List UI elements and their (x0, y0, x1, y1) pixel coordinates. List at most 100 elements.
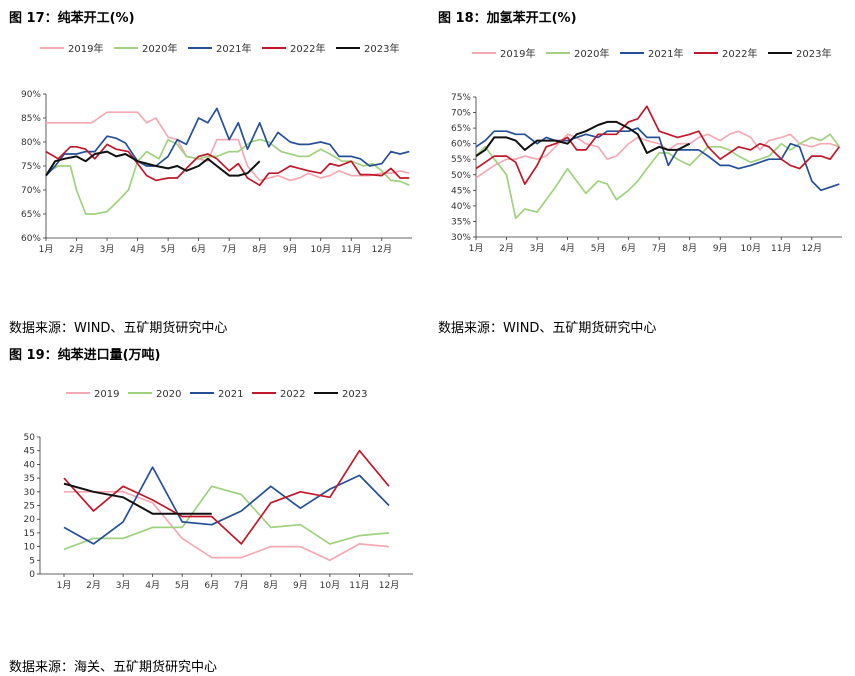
x-tick-label: 10月 (741, 243, 761, 254)
chart-source-3: 数据来源：海关、五矿期货研究中心 (9, 660, 218, 675)
y-tick-label: 75% (21, 162, 41, 172)
legend-label-2020: 2020年 (142, 42, 177, 55)
chart-title-1: 图 17：纯苯开工(%) (9, 11, 135, 26)
chart-source-1: 数据来源：WIND、五矿期货研究中心 (9, 321, 228, 336)
y-tick-label: 90% (21, 90, 41, 100)
y-tick-label: 5 (29, 556, 35, 566)
x-tick-label: 7月 (234, 580, 249, 591)
series-line-2019 (64, 490, 390, 562)
series-line-2023 (45, 150, 261, 177)
series-line-2023 (63, 482, 212, 515)
x-tick-label: 1月 (57, 580, 72, 591)
chart-title-2: 图 18：加氢苯开工(%) (438, 11, 577, 26)
x-tick-label: 5月 (161, 244, 176, 255)
x-tick-label: 11月 (349, 580, 369, 591)
series-line-2020 (63, 485, 390, 551)
x-tick-label: 1月 (469, 243, 484, 254)
y-tick-label: 30% (451, 233, 471, 243)
series-line-2021 (63, 466, 390, 545)
x-tick-label: 7月 (222, 244, 237, 255)
y-tick-label: 60% (21, 234, 41, 244)
x-tick-label: 12月 (379, 580, 399, 591)
legend-label-2022: 2022 (280, 389, 305, 400)
x-tick-label: 2月 (69, 244, 84, 255)
y-tick-label: 85% (21, 114, 41, 124)
legend-label-2020: 2020年 (574, 47, 609, 60)
x-tick-label: 3月 (100, 244, 115, 255)
x-tick-label: 11月 (771, 243, 791, 254)
y-tick-label: 40 (24, 460, 36, 470)
y-tick-label: 70% (21, 186, 41, 196)
x-tick-label: 8月 (263, 580, 278, 591)
legend-label-2019: 2019 (94, 389, 119, 400)
y-tick-label: 60% (451, 140, 471, 150)
x-tick-label: 4月 (130, 244, 145, 255)
series-line-2020 (475, 133, 840, 220)
y-tick-label: 30 (24, 488, 36, 498)
series-line-2021 (45, 107, 410, 177)
x-tick-label: 11月 (341, 244, 361, 255)
x-tick-label: 4月 (560, 243, 575, 254)
series-line-2019 (475, 130, 840, 179)
y-tick-label: 75% (451, 93, 471, 103)
x-tick-label: 12月 (802, 243, 822, 254)
x-tick-label: 2月 (86, 580, 101, 591)
x-tick-label: 9月 (283, 244, 298, 255)
x-tick-label: 6月 (621, 243, 636, 254)
legend-label-2023: 2023 (342, 389, 367, 400)
legend-label-2023: 2023年 (796, 47, 831, 60)
y-tick-label: 45 (24, 447, 35, 457)
chart-source-2: 数据来源：WIND、五矿期货研究中心 (438, 321, 657, 336)
y-tick-label: 20 (24, 515, 36, 525)
legend-label-2021: 2021 (218, 389, 243, 400)
x-tick-label: 3月 (116, 580, 131, 591)
y-tick-label: 35 (24, 474, 35, 484)
legend-label-2020: 2020 (156, 389, 181, 400)
x-tick-label: 7月 (652, 243, 667, 254)
legend-label-2019: 2019年 (500, 47, 535, 60)
legend-label-2021: 2021年 (216, 42, 251, 55)
y-tick-label: 50 (24, 433, 36, 443)
y-tick-label: 65% (451, 124, 471, 134)
legend-label-2021: 2021年 (648, 47, 683, 60)
x-tick-label: 1月 (39, 244, 54, 255)
x-tick-label: 9月 (293, 580, 308, 591)
y-tick-label: 15 (24, 529, 35, 539)
legend-label-2023: 2023年 (364, 42, 399, 55)
series-line-2019 (46, 111, 410, 182)
x-tick-label: 12月 (372, 244, 392, 255)
y-tick-label: 10 (24, 543, 36, 553)
x-tick-label: 2月 (499, 243, 514, 254)
x-tick-label: 8月 (252, 244, 267, 255)
series-line-2022 (475, 105, 840, 185)
x-tick-label: 5月 (591, 243, 606, 254)
x-tick-label: 10月 (320, 580, 340, 591)
y-tick-label: 45% (451, 186, 471, 196)
y-tick-label: 50% (451, 171, 471, 181)
x-tick-label: 4月 (145, 580, 160, 591)
x-tick-label: 6月 (191, 244, 206, 255)
x-tick-label: 3月 (530, 243, 545, 254)
x-tick-label: 8月 (682, 243, 697, 254)
series-line-2022 (63, 449, 390, 545)
series-line-2023 (475, 120, 691, 157)
legend-label-2022: 2022年 (722, 47, 757, 60)
legend-label-2019: 2019年 (68, 42, 103, 55)
series-line-2022 (45, 143, 410, 187)
chart-title-3: 图 19：纯苯进口量(万吨) (9, 348, 161, 363)
y-tick-label: 25 (24, 502, 35, 512)
y-tick-label: 70% (451, 109, 471, 119)
x-tick-label: 6月 (204, 580, 219, 591)
y-tick-label: 55% (451, 155, 471, 165)
y-tick-label: 35% (451, 217, 471, 227)
y-tick-label: 80% (21, 138, 41, 148)
y-tick-label: 40% (451, 202, 471, 212)
y-tick-label: 65% (21, 210, 41, 220)
x-tick-label: 5月 (175, 580, 190, 591)
x-tick-label: 9月 (713, 243, 728, 254)
y-tick-label: 0 (29, 570, 35, 580)
legend-label-2022: 2022年 (290, 42, 325, 55)
